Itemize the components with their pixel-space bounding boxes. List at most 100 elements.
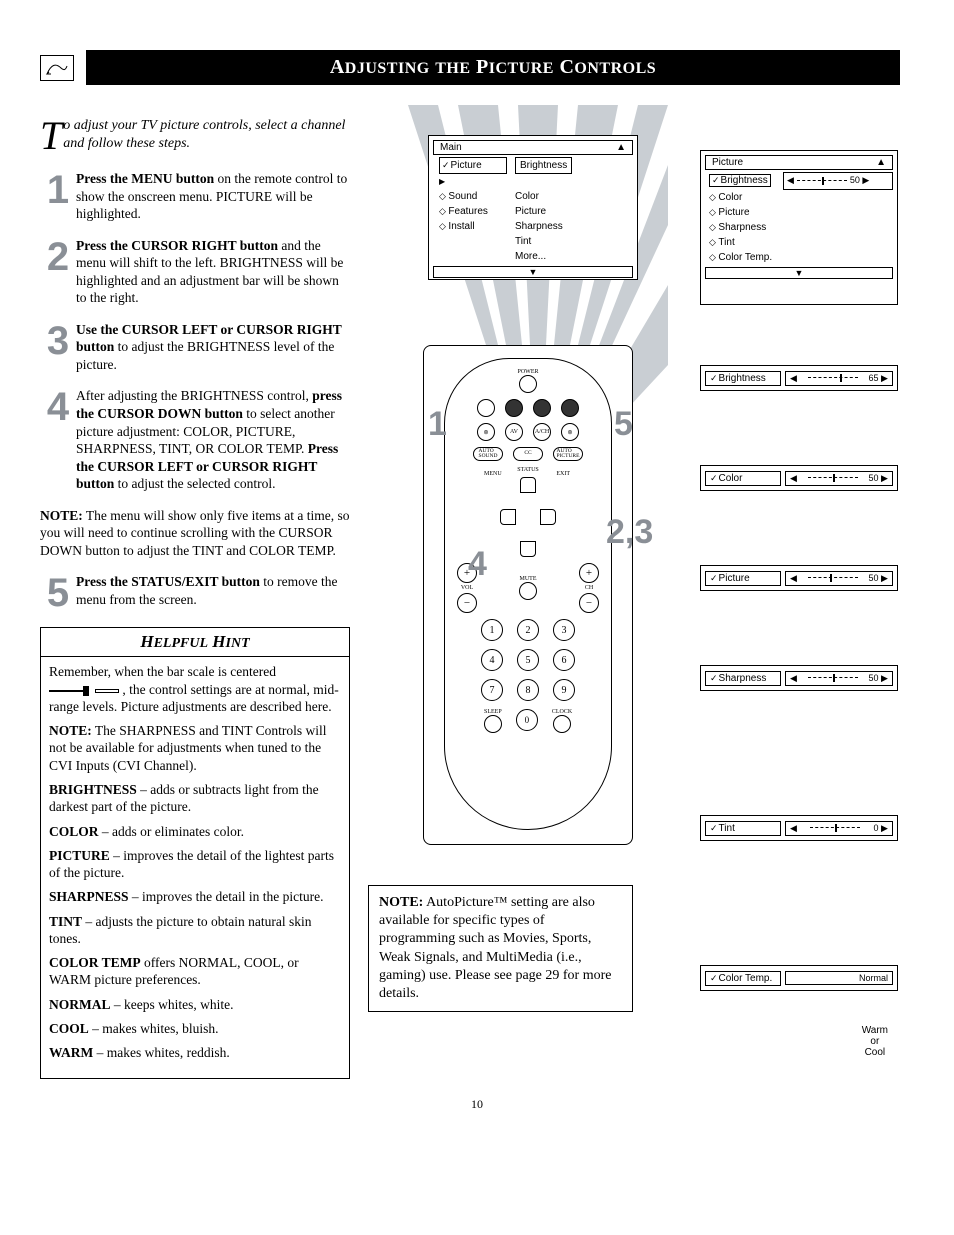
num-7-button[interactable]: 7 [481,679,503,701]
picture-menu-row: Tint [705,235,893,250]
ch-down-button[interactable]: − [579,593,599,613]
source-button-dark3[interactable] [561,399,579,417]
callout-5: 5 [614,405,633,444]
remote-button[interactable]: ⊚ [561,423,579,441]
picture-menu-row: Color [705,190,893,205]
numpad: 123 456 789 [457,619,599,701]
step-5: 5 Press the STATUS/EXIT button to remove… [40,573,350,613]
source-button-dark[interactable] [505,399,523,417]
remote-pill-button[interactable]: AUTOSOUND [473,447,503,461]
hint-paragraph: COOL – makes whites, bluish. [49,1020,341,1037]
scroll-note: NOTE: The menu will show only five items… [40,507,350,560]
autopicture-note: NOTE: AutoPicture™ setting are also avai… [368,885,633,1012]
page-title: ADJUSTING THE PICTURE CONTROLS [86,50,900,85]
step-body: Press the MENU button on the remote cont… [76,170,350,223]
cursor-up-button[interactable] [520,477,536,493]
intro-text: To adjust your TV picture controls, sele… [40,117,350,152]
menu-row: PictureBrightness [429,157,637,189]
num-8-button[interactable]: 8 [517,679,539,701]
remote-pill-button[interactable]: CC [513,447,543,461]
step-body: Press the STATUS/EXIT button to remove t… [76,573,350,613]
step-number: 1 [40,170,76,223]
page-number: 10 [40,1097,914,1112]
num-9-button[interactable]: 9 [553,679,575,701]
setting-sharpness: Sharpness◀ 50 ▶ [700,665,898,691]
step: 1Press the MENU button on the remote con… [40,170,350,223]
power-button[interactable] [519,375,537,393]
source-button[interactable] [477,399,495,417]
figure: Main▲ PictureBrightnessSoundColorFeature… [368,105,898,1035]
menu-row: FeaturesPicture [429,204,637,219]
picture-menu-row: Sharpness [705,220,893,235]
setting-color: Color◀ 50 ▶ [700,465,898,491]
hint-title: HELPFUL HINT [41,628,349,657]
setting-color-temp-: Color Temp.Normal [700,965,898,991]
num-1-button[interactable]: 1 [481,619,503,641]
cursor-right-button[interactable] [540,509,556,525]
remote-control: POWER ⊚AVA/CH⊚ AUTOSOUNDCCAUTOPICTURE ST… [423,345,633,845]
menu-row: Tint [429,234,637,249]
callout-1: 1 [428,405,447,444]
remote-button[interactable]: AV [505,423,523,441]
page-header: ADJUSTING THE PICTURE CONTROLS [40,50,914,85]
step-number: 5 [40,573,76,613]
callout-2,3: 2,3 [606,513,653,552]
num-6-button[interactable]: 6 [553,649,575,671]
logo-icon [40,55,74,81]
steps-list: 1Press the MENU button on the remote con… [40,170,350,493]
status-label: STATUS [457,467,599,473]
hint-body: Remember, when the bar scale is centered… [41,657,349,1078]
menu-row: SoundColor [429,189,637,204]
remote-pill-button[interactable]: AUTOPICTURE [553,447,583,461]
num-4-button[interactable]: 4 [481,649,503,671]
menu-row: InstallSharpness [429,219,637,234]
step: 4After adjusting the BRIGHTNESS control,… [40,387,350,492]
picture-menu-row: Color Temp. [705,250,893,265]
vol-down-button[interactable]: − [457,593,477,613]
sleep-button[interactable] [484,715,502,733]
setting-tint: Tint◀ 0 ▶ [700,815,898,841]
picture-menu-row: Brightness◀ 50 ▶ [705,172,893,190]
num-2-button[interactable]: 2 [517,619,539,641]
right-column: Main▲ PictureBrightnessSoundColorFeature… [368,105,914,1079]
remote-button[interactable]: A/CH [533,423,551,441]
hint-paragraph: NOTE: The SHARPNESS and TINT Controls wi… [49,722,341,774]
hint-paragraph: BRIGHTNESS – adds or subtracts light fro… [49,781,341,816]
num-3-button[interactable]: 3 [553,619,575,641]
picture-menu-row: Picture [705,205,893,220]
callout-4: 4 [468,545,487,584]
step-number: 4 [40,387,76,492]
step-number: 3 [40,321,76,374]
picture-menu-panel: Picture▲ Brightness◀ 50 ▶ColorPictureSha… [700,150,898,305]
cursor-left-button[interactable] [500,509,516,525]
num-0-button[interactable]: 0 [516,709,538,731]
step: 3Use the CURSOR LEFT or CURSOR RIGHT but… [40,321,350,374]
hint-paragraph: SHARPNESS – improves the detail in the p… [49,888,341,905]
hint-paragraph: PICTURE – improves the detail of the lig… [49,847,341,882]
main-menu-panel: Main▲ PictureBrightnessSoundColorFeature… [428,135,638,280]
remote-button[interactable]: ⊚ [477,423,495,441]
hint-paragraph: WARM – makes whites, reddish. [49,1044,341,1061]
hint-paragraph: COLOR – adds or eliminates color. [49,823,341,840]
dpad: MENU EXIT [488,477,568,557]
mute-button[interactable] [519,582,537,600]
helpful-hint-box: HELPFUL HINT Remember, when the bar scal… [40,627,350,1079]
menu-row: More... [429,249,637,264]
source-button-dark2[interactable] [533,399,551,417]
num-5-button[interactable]: 5 [517,649,539,671]
left-column: To adjust your TV picture controls, sele… [40,105,350,1079]
setting-picture: Picture◀ 50 ▶ [700,565,898,591]
hint-paragraph: COLOR TEMP offers NORMAL, COOL, or WARM … [49,954,341,989]
color-temp-options-label: WarmorCool [862,1025,888,1058]
step-body: Use the CURSOR LEFT or CURSOR RIGHT butt… [76,321,350,374]
hint-paragraph: NORMAL – keeps whites, white. [49,996,341,1013]
step-number: 2 [40,237,76,307]
step-body: Press the CURSOR RIGHT button and the me… [76,237,350,307]
cursor-down-button[interactable] [520,541,536,557]
setting-brightness: Brightness◀ 65 ▶ [700,365,898,391]
step-body: After adjusting the BRIGHTNESS control, … [76,387,350,492]
hint-paragraph: TINT – adjusts the picture to obtain nat… [49,913,341,948]
clock-button[interactable] [553,715,571,733]
ch-up-button[interactable]: + [579,563,599,583]
hint-paragraph: Remember, when the bar scale is centered… [49,663,341,715]
